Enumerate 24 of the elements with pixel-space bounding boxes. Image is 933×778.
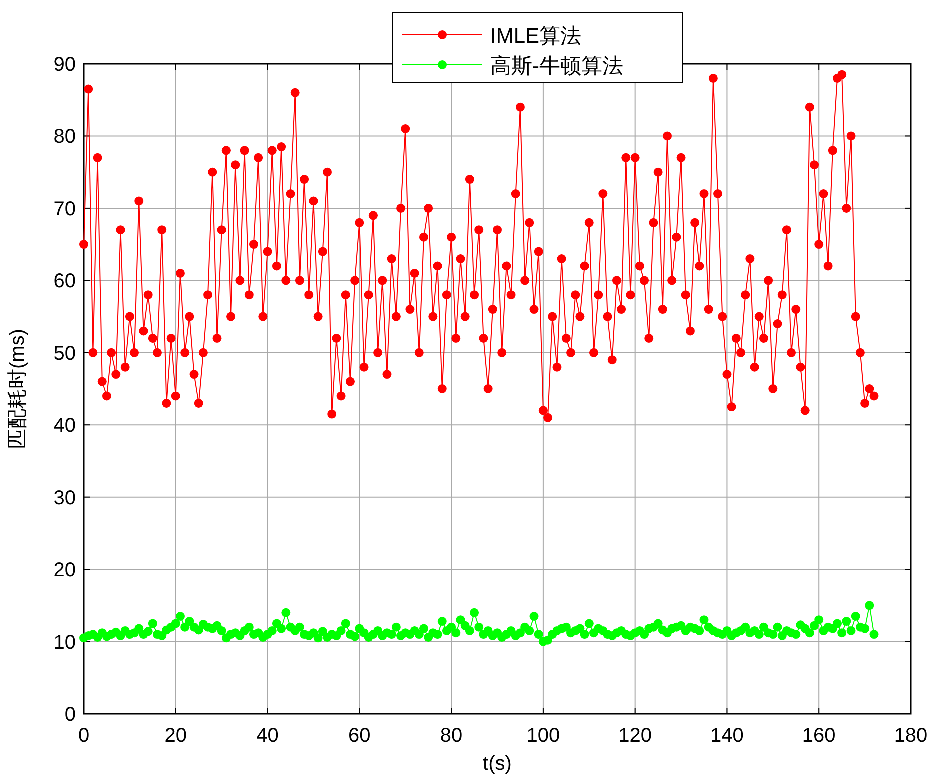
x-tick-label: 0 — [78, 725, 90, 747]
x-tick-label: 160 — [802, 725, 836, 747]
y-tick-label: 80 — [54, 126, 76, 148]
y-tick-label: 30 — [54, 487, 76, 510]
y-tick-label: 10 — [54, 632, 76, 654]
y-tick-label: 90 — [54, 54, 76, 76]
x-tick-label: 100 — [526, 725, 560, 747]
x-tick-label: 60 — [348, 725, 371, 747]
y-tick-label: 70 — [54, 198, 76, 220]
x-tick-label: 140 — [710, 725, 744, 747]
y-axis-title: 匹配耗时(ms) — [7, 329, 29, 449]
y-tick-label: 0 — [64, 704, 76, 726]
x-tick-label: 80 — [440, 725, 463, 747]
y-tick-label: 60 — [54, 270, 76, 293]
y-tick-label: 20 — [54, 560, 76, 582]
y-tick-label: 50 — [54, 342, 76, 365]
x-tick-label: 20 — [164, 725, 188, 747]
x-tick-label: 180 — [894, 725, 928, 747]
x-axis-title: t(s) — [483, 753, 512, 775]
x-tick-label: 120 — [618, 725, 652, 747]
y-tick-label: 40 — [54, 415, 76, 438]
legend-label: IMLE算法 — [490, 25, 582, 48]
legend-label: 高斯-牛顿算法 — [490, 55, 624, 78]
x-tick-label: 40 — [256, 725, 279, 747]
